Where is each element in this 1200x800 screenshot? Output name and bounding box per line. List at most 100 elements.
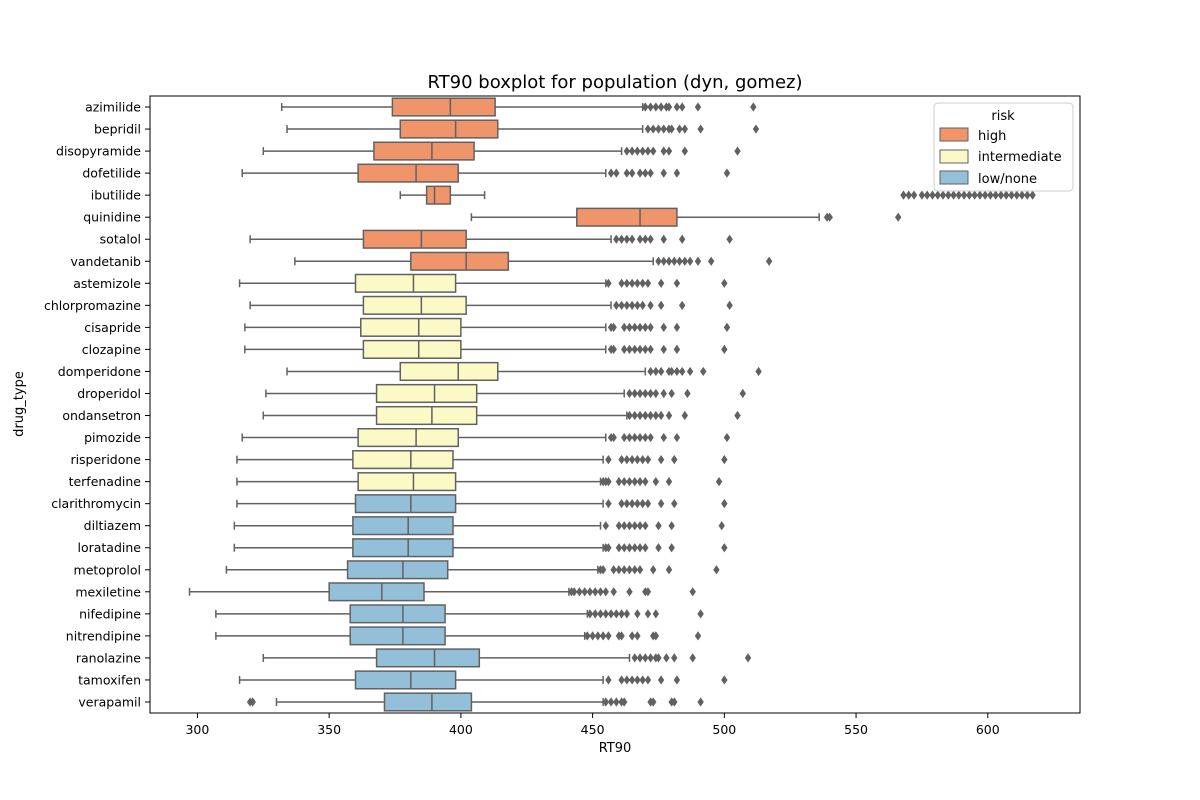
iqr-box bbox=[357, 163, 459, 183]
box-nitrendipine bbox=[215, 626, 702, 646]
y-tick-label-diltiazem: diltiazem bbox=[84, 518, 141, 533]
box-sotalol bbox=[249, 229, 733, 249]
outlier-point bbox=[639, 675, 646, 685]
outlier-point bbox=[660, 256, 667, 266]
outlier-point bbox=[636, 565, 644, 575]
outlier-point bbox=[1029, 190, 1036, 200]
outlier-point bbox=[626, 410, 633, 421]
outlier-point bbox=[644, 124, 652, 134]
y-tick-label-vandetanib: vandetanib bbox=[71, 254, 142, 269]
outlier-point bbox=[581, 587, 588, 597]
outlier-point bbox=[584, 631, 591, 641]
y-tick-label-chlorpromazine: chlorpromazine bbox=[44, 298, 141, 313]
outlier-point bbox=[681, 124, 689, 134]
outlier-point bbox=[644, 587, 652, 597]
y-tick-label-nitrendipine: nitrendipine bbox=[66, 628, 142, 643]
y-tick-label-droperidol: droperidol bbox=[77, 386, 141, 401]
outlier-point bbox=[642, 234, 649, 244]
box-metoprolol bbox=[225, 560, 720, 580]
outlier-point bbox=[605, 454, 612, 465]
box-dofetilide bbox=[241, 163, 731, 183]
plot-area bbox=[188, 97, 1036, 712]
outlier-point bbox=[618, 234, 625, 244]
iqr-box bbox=[352, 516, 454, 536]
iqr-box bbox=[373, 141, 475, 161]
outlier-point bbox=[671, 256, 678, 266]
outlier-point bbox=[621, 344, 628, 355]
outlier-point bbox=[644, 454, 652, 465]
outlier-point bbox=[589, 631, 596, 641]
iqr-box bbox=[362, 339, 462, 359]
legend-title: risk bbox=[991, 109, 1015, 124]
x-axis: 300 350 400 450 500 550 600 bbox=[185, 713, 1000, 737]
box-verapamil bbox=[246, 692, 704, 712]
outlier-point bbox=[605, 477, 612, 487]
outlier-point bbox=[636, 521, 644, 531]
outlier-point bbox=[642, 543, 649, 553]
outlier-point bbox=[934, 190, 941, 200]
outlier-point bbox=[647, 653, 654, 663]
outlier-point bbox=[647, 102, 654, 112]
outlier-point bbox=[657, 278, 665, 288]
legend-swatch-low-none bbox=[939, 170, 969, 185]
outlier-point bbox=[721, 344, 728, 355]
y-tick-label-ranolazine: ranolazine bbox=[76, 650, 141, 665]
outlier-point bbox=[971, 190, 978, 200]
outlier-point bbox=[618, 499, 625, 509]
outlier-point bbox=[626, 322, 633, 332]
outlier-point bbox=[671, 499, 678, 509]
outlier-point bbox=[636, 322, 644, 332]
legend: risk high intermediate low/none bbox=[933, 102, 1074, 192]
outlier-point bbox=[660, 234, 667, 244]
y-tick-label-cisapride: cisapride bbox=[84, 320, 141, 335]
outlier-point bbox=[610, 322, 617, 332]
outlier-point bbox=[626, 565, 633, 575]
outlier-point bbox=[642, 322, 649, 332]
outlier-point bbox=[636, 388, 644, 399]
outlier-point bbox=[663, 653, 670, 663]
box-risperidone bbox=[236, 450, 728, 470]
outlier-point bbox=[607, 697, 615, 707]
box-azimilide bbox=[280, 97, 757, 117]
outlier-point bbox=[826, 212, 833, 222]
outlier-point bbox=[929, 190, 936, 200]
outlier-point bbox=[673, 366, 681, 377]
outlier-point bbox=[644, 499, 652, 509]
outlier-point bbox=[652, 366, 660, 377]
outlier-point bbox=[923, 190, 931, 200]
outlier-point bbox=[673, 322, 681, 332]
legend-label-low-none: low/none bbox=[978, 172, 1037, 187]
y-tick-label-pimozide: pimozide bbox=[84, 430, 141, 445]
outlier-point bbox=[744, 653, 752, 663]
outlier-point bbox=[652, 609, 660, 619]
iqr-box bbox=[399, 361, 499, 382]
outlier-point bbox=[673, 432, 681, 443]
box-quinidine bbox=[470, 207, 902, 227]
x-tick-label: 550 bbox=[844, 722, 868, 737]
outlier-point bbox=[621, 322, 628, 332]
iqr-box bbox=[346, 560, 449, 580]
box-clarithromycin bbox=[236, 494, 728, 514]
outlier-point bbox=[618, 454, 625, 465]
outlier-point bbox=[681, 256, 689, 266]
outlier-point bbox=[966, 190, 973, 200]
outlier-point bbox=[734, 146, 741, 156]
outlier-point bbox=[634, 300, 641, 310]
box-chlorpromazine bbox=[249, 295, 733, 315]
outlier-point bbox=[621, 477, 628, 487]
x-tick-label: 350 bbox=[317, 722, 341, 737]
outlier-point bbox=[613, 609, 620, 619]
outlier-point bbox=[697, 697, 704, 707]
iqr-box bbox=[362, 229, 467, 249]
y-tick-label-astemizole: astemizole bbox=[73, 276, 141, 291]
outlier-point bbox=[605, 675, 612, 685]
box-vandetanib bbox=[294, 251, 773, 271]
iqr-box bbox=[357, 472, 457, 492]
outlier-point bbox=[734, 410, 741, 421]
outlier-point bbox=[707, 256, 715, 266]
outlier-point bbox=[642, 388, 649, 399]
outlier-point bbox=[628, 168, 636, 178]
outlier-point bbox=[765, 256, 773, 266]
outlier-point bbox=[623, 168, 631, 178]
legend-label-intermediate: intermediate bbox=[978, 150, 1062, 165]
